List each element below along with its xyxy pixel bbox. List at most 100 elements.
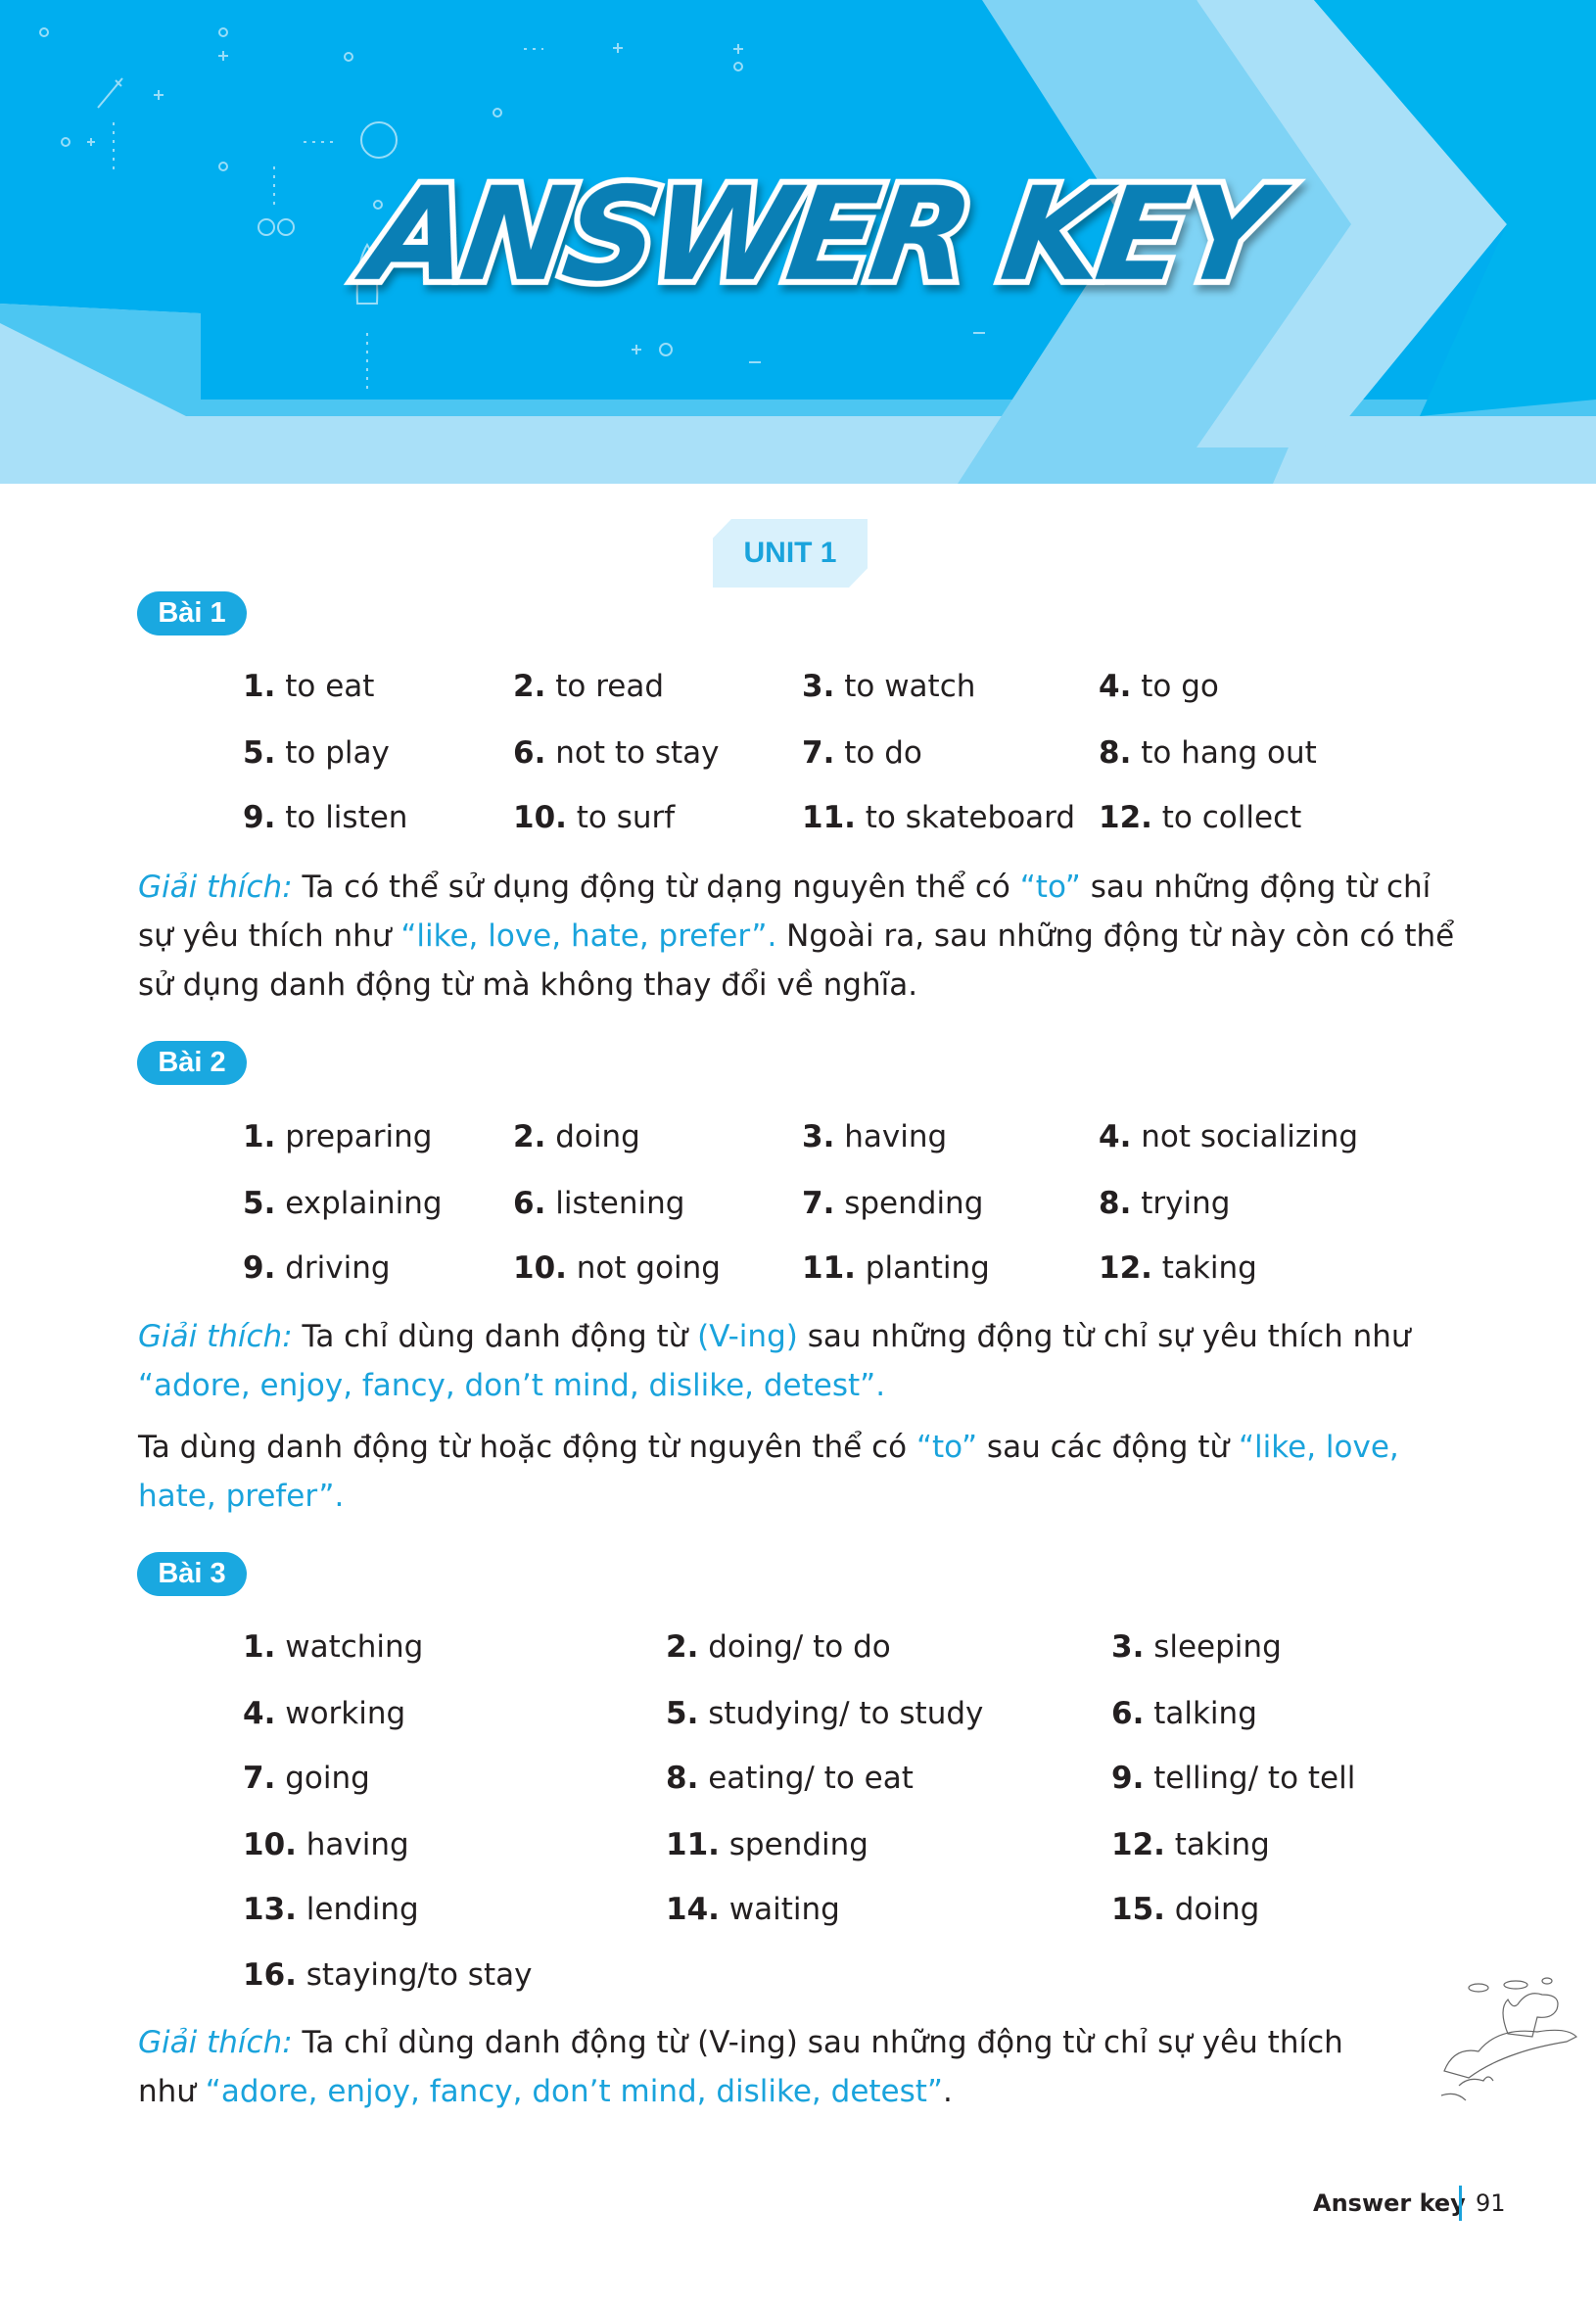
answer-number: 8. [1099,1186,1132,1221]
answer-number: 12. [1099,800,1152,835]
answer-number: 14. [666,1892,720,1927]
answer-item: 7. to do [802,733,922,773]
answer-number: 10. [513,1250,567,1286]
answer-item: 10. to surf [513,798,675,837]
note-text: sau các động từ [977,1430,1239,1465]
answer-number: 1. [243,669,276,704]
bai-3-explanation: Giải thích: Ta chỉ dùng danh động từ (V-… [138,2018,1382,2116]
answer-text: doing [1174,1892,1260,1927]
answer-text: working [285,1696,406,1731]
answer-number: 11. [666,1827,720,1862]
answer-item: 4. to go [1099,667,1219,706]
answer-number: 4. [1099,1119,1132,1154]
highlight-text: “like, love, hate, prefer”. [400,918,777,954]
answer-item: 9. to listen [243,798,407,837]
answer-number: 15. [1111,1892,1165,1927]
answer-item: 1. to eat [243,667,374,706]
answer-number: 7. [802,735,835,771]
answer-text: trying [1141,1186,1231,1221]
bai-2-explanation: Giải thích: Ta chỉ dùng danh động từ (V-… [138,1312,1470,1410]
answer-number: 3. [802,669,835,704]
answer-item: 3. sleeping [1111,1627,1282,1667]
highlight-text: “adore, enjoy, fancy, don’t mind, dislik… [138,1368,886,1403]
explanation-label: Giải thích: [138,870,293,905]
highlight-text: “to” [915,1430,978,1465]
answer-text: to read [555,669,665,704]
highlight-text: “to” [1019,870,1081,905]
answer-item: 2. doing [513,1117,640,1156]
answer-item: 11. to skateboard [802,798,1075,837]
answer-text: explaining [285,1186,443,1221]
answer-item: 16. staying/to stay [243,1955,532,1995]
answer-item: 6. talking [1111,1694,1257,1733]
explanation-text: Ta chỉ dùng danh động từ (V-ing) sau nhữ… [138,2025,1343,2109]
answer-text: eating/ to eat [708,1761,914,1796]
answer-text: having [844,1119,948,1154]
answer-text: to listen [285,800,408,835]
answer-number: 4. [243,1696,276,1731]
answer-number: 6. [1111,1696,1145,1731]
answer-item: 11. spending [666,1825,868,1864]
content-panel [4,484,1596,2306]
explanation-label: Giải thích: [138,2025,293,2060]
answer-item: 11. planting [802,1248,990,1288]
answer-number: 7. [802,1186,835,1221]
answer-number: 9. [243,800,276,835]
answer-item: 9. driving [243,1248,391,1288]
answer-number: 9. [1111,1761,1145,1796]
answer-text: not to stay [555,735,720,771]
answer-text: to play [285,735,390,771]
answer-number: 12. [1099,1250,1152,1286]
answer-number: 11. [802,800,856,835]
answer-text: to watch [844,669,976,704]
answer-text: planting [865,1250,990,1286]
answer-text: having [305,1827,409,1862]
answer-text: driving [285,1250,391,1286]
answer-number: 2. [666,1629,699,1665]
answer-item: 4. not socializing [1099,1117,1358,1156]
answer-item: 8. to hang out [1099,733,1317,773]
answer-text: not going [576,1250,721,1286]
header-banner: ANSWER KEY [0,0,1596,484]
answer-number: 13. [243,1892,297,1927]
answer-item: 15. doing [1111,1890,1259,1929]
answer-text: to go [1141,669,1219,704]
answer-item: 14. waiting [666,1890,840,1929]
explanation-text: Ngoài ra, sau những động từ này còn có t… [138,918,1455,1003]
answer-text: to do [844,735,922,771]
answer-text: to skateboard [865,800,1076,835]
answer-text: telling/ to tell [1153,1761,1356,1796]
answer-number: 3. [802,1119,835,1154]
answer-number: 5. [666,1696,699,1731]
section-badge-bai-3: Bài 3 [137,1552,247,1596]
answer-item: 10. having [243,1825,409,1864]
answer-text: preparing [285,1119,433,1154]
answer-item: 1. watching [243,1627,423,1667]
explanation-text: sau những động từ chỉ sự yêu thích như [138,870,1432,954]
answer-number: 8. [1099,735,1132,771]
explanation-text: . [943,2074,953,2109]
answer-item: 8. trying [1099,1184,1230,1223]
answer-item: 2. doing/ to do [666,1627,891,1667]
answer-item: 2. to read [513,667,664,706]
answer-number: 9. [243,1250,276,1286]
answer-text: watching [285,1629,424,1665]
footer-section-title: Answer key [1313,2189,1466,2217]
page-number: 91 [1476,2189,1506,2217]
answer-item: 4. working [243,1694,405,1733]
answer-item: 3. to watch [802,667,975,706]
answer-number: 2. [513,1119,546,1154]
answer-text: taking [1174,1827,1270,1862]
answer-number: 6. [513,735,546,771]
answer-text: spending [728,1827,868,1862]
explanation-text: Ta có thể sử dụng động từ dạng nguyên th… [292,870,1020,905]
answer-text: not socializing [1141,1119,1359,1154]
answer-number: 3. [1111,1629,1145,1665]
answer-item: 5. studying/ to study [666,1694,983,1733]
answer-number: 6. [513,1186,546,1221]
page-title: ANSWER KEY [350,161,1296,310]
rocket-icon [355,243,379,305]
bai-1-explanation: Giải thích: Ta có thể sử dụng động từ dạ… [138,863,1470,1010]
answer-text: sleeping [1153,1629,1282,1665]
answer-text: lending [305,1892,419,1927]
